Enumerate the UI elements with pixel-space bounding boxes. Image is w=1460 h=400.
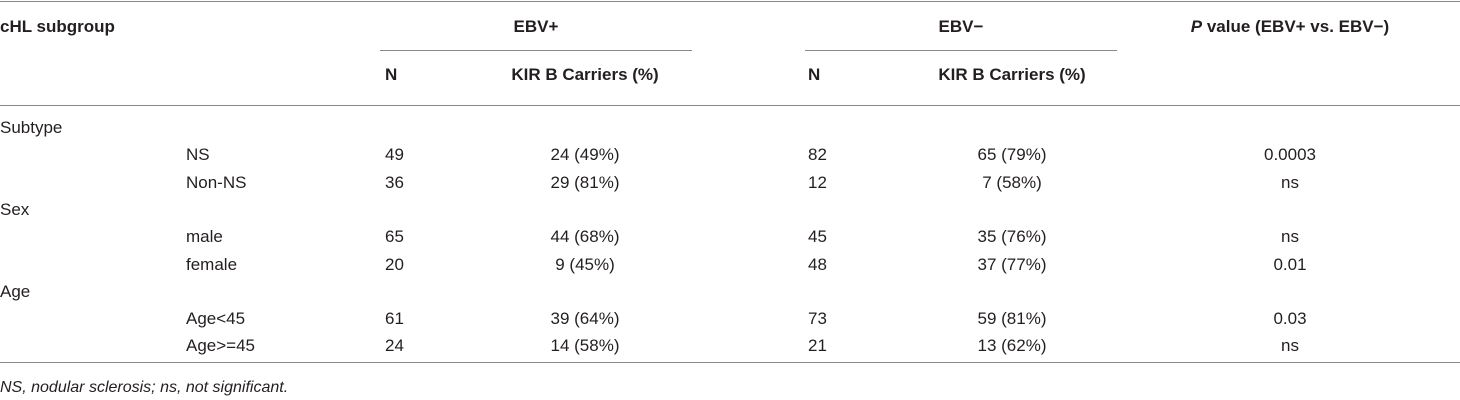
n-ebv-pos: 24 xyxy=(385,336,404,356)
header-subgroup: cHL subgroup xyxy=(0,17,115,36)
n-ebv-neg: 12 xyxy=(808,172,827,192)
n-ebv-pos: 61 xyxy=(385,309,404,329)
subcategory: male xyxy=(186,227,223,247)
kir-ebv-pos: 44 (68%) xyxy=(550,227,620,247)
header-ebv-pos: EBV+ xyxy=(513,17,559,36)
p-value: ns xyxy=(1281,227,1299,247)
subheader-cell: N xyxy=(385,65,398,84)
kir-ebv-neg: 35 (76%) xyxy=(977,227,1047,247)
kir-ebv-pos: 14 (58%) xyxy=(550,336,620,356)
group-label: Sex xyxy=(0,199,30,219)
kir-ebv-neg: 7 (58%) xyxy=(982,172,1042,192)
p-value: ns xyxy=(1281,172,1299,192)
n-ebv-neg: 48 xyxy=(808,254,827,274)
bottom-rule xyxy=(0,362,1460,363)
p-value: ns xyxy=(1281,336,1299,356)
p-text: value (EBV+ vs. EBV−) xyxy=(1202,17,1390,36)
subheader-cell: N xyxy=(808,65,821,84)
kir-ebv-pos: 39 (64%) xyxy=(550,309,620,329)
kir-ebv-pos: 29 (81%) xyxy=(550,172,620,192)
p-value: 0.01 xyxy=(1273,254,1307,274)
n-ebv-pos: 65 xyxy=(385,227,404,247)
ebv-pos-rule xyxy=(380,50,692,51)
subheader-cell: KIR B Carriers (%) xyxy=(938,65,1086,84)
n-ebv-pos: 36 xyxy=(385,172,404,192)
n-ebv-neg: 82 xyxy=(808,145,827,165)
n-ebv-neg: 45 xyxy=(808,227,827,247)
n-ebv-neg: 21 xyxy=(808,336,827,356)
p-value: 0.03 xyxy=(1273,309,1307,329)
kir-ebv-neg: 37 (77%) xyxy=(977,254,1047,274)
n-ebv-pos: 49 xyxy=(385,145,404,165)
group-label: Age xyxy=(0,281,31,301)
subcategory: Age>=45 xyxy=(186,336,256,356)
header-ebv-neg: EBV− xyxy=(938,17,984,36)
header-rule xyxy=(0,105,1460,106)
kir-ebv-neg: 59 (81%) xyxy=(977,309,1047,329)
subcategory: NS xyxy=(186,145,210,165)
subcategory: female xyxy=(186,254,238,274)
ebv-neg-rule xyxy=(805,50,1117,51)
top-rule xyxy=(0,1,1460,2)
kir-ebv-pos: 24 (49%) xyxy=(550,145,620,165)
header-p-value: P value (EBV+ vs. EBV−) xyxy=(1191,17,1389,37)
subcategory: Age<45 xyxy=(186,309,246,329)
kir-ebv-neg: 13 (62%) xyxy=(977,336,1047,356)
n-ebv-pos: 20 xyxy=(385,254,404,274)
subheader-cell: KIR B Carriers (%) xyxy=(511,65,659,84)
kir-ebv-neg: 65 (79%) xyxy=(977,145,1047,165)
kir-ebv-pos: 9 (45%) xyxy=(555,254,615,274)
group-label: Subtype xyxy=(0,118,63,137)
footnote: NS, nodular sclerosis; ns, not significa… xyxy=(0,379,289,396)
p-italic: P xyxy=(1190,17,1203,36)
n-ebv-neg: 73 xyxy=(808,309,827,329)
p-value: 0.0003 xyxy=(1264,145,1316,165)
subcategory: Non-NS xyxy=(186,172,247,192)
